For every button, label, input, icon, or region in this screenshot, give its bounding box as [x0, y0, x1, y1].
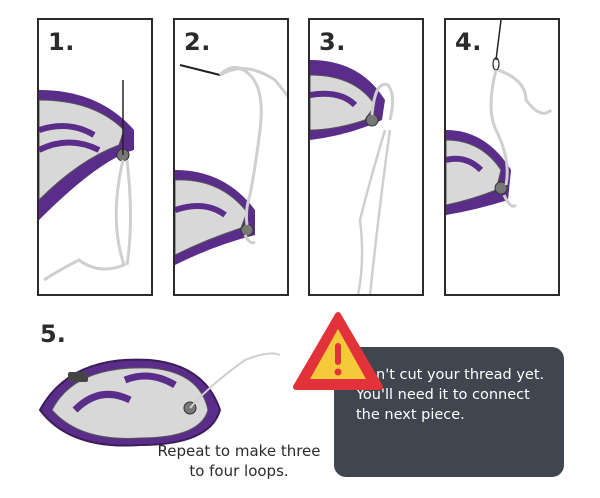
step-2-panel: 2.: [173, 18, 289, 296]
step-3-number: 3.: [319, 28, 346, 56]
step-2-number: 2.: [184, 28, 211, 56]
step-4-panel: 4.: [444, 18, 560, 296]
step-3-illustration: [310, 60, 395, 294]
step-2-illustration: [175, 64, 287, 265]
step-5-number: 5.: [40, 320, 66, 348]
warning-triangle-icon: [293, 312, 383, 390]
step-4-number: 4.: [455, 28, 482, 56]
step-1-panel: 1.: [37, 18, 153, 296]
step-1-illustration: [39, 80, 134, 282]
step-5-illustration: [30, 330, 310, 470]
step-4-illustration: [446, 20, 553, 215]
step-1-number: 1.: [48, 28, 75, 56]
caption-repeat: Repeat to make three to four loops.: [157, 442, 321, 480]
step-3-panel: 3.: [308, 18, 424, 296]
